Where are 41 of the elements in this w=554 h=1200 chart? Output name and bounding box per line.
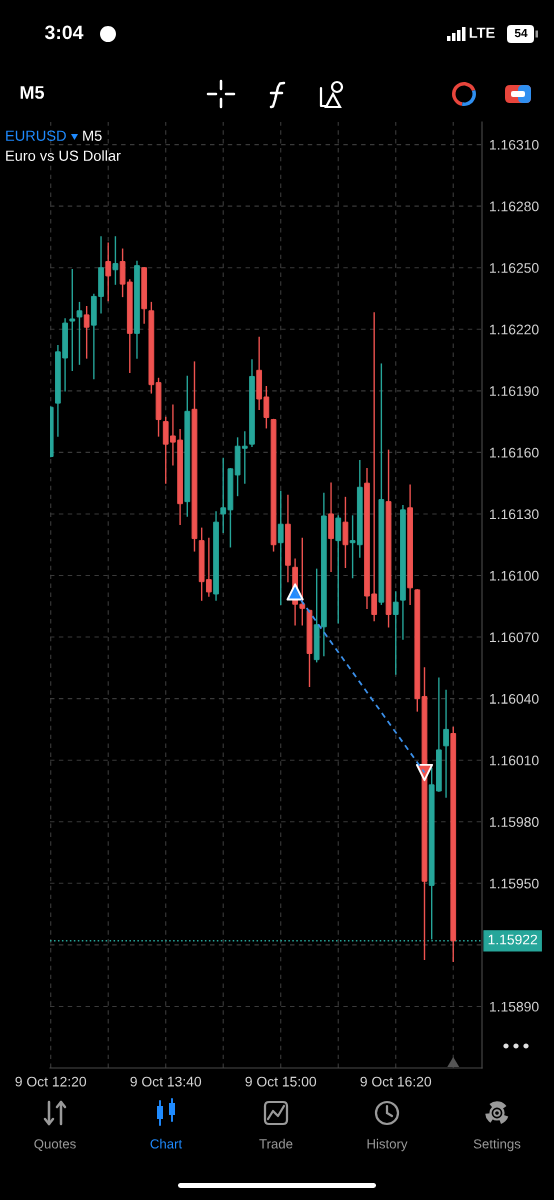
candlestick [69, 269, 76, 371]
text: Quotes [34, 1139, 76, 1151]
y-tick-label: 1.15890 [490, 1001, 539, 1012]
y-tick-label: 1.16100 [490, 570, 539, 581]
candlestick [342, 496, 349, 568]
text: Euro vs US Dollar [6, 150, 121, 161]
candlestick [105, 242, 112, 302]
y-tick-label: 1.16130 [490, 509, 539, 520]
candlestick [277, 490, 284, 605]
text: 3:04 [44, 25, 84, 40]
text: Settings [473, 1138, 521, 1152]
ref-line-label: 1.15922 [488, 934, 538, 945]
annotation: M5 [83, 130, 102, 141]
y-tick-label: 1.15950 [490, 878, 539, 889]
candlestick [392, 591, 399, 675]
candlestick [83, 305, 90, 359]
text: History [367, 1138, 408, 1152]
text: M5 [20, 86, 45, 99]
y-tick-label: 1.16310 [490, 139, 539, 150]
text: 54 [514, 28, 528, 38]
y-tick-label: 1.16160 [490, 447, 539, 458]
x-tick-label: 9 Oct 15:00 [245, 1076, 317, 1087]
candlestick [443, 689, 449, 798]
y-tick-label: 1.15980 [490, 817, 539, 827]
candlestick [112, 236, 119, 285]
y-tick-label: 1.16070 [490, 632, 539, 643]
x-tick-label: 9 Oct 16:20 [360, 1076, 432, 1087]
chart-title: EURUSD [6, 130, 66, 141]
x-tick-label: 9 Oct 12:20 [15, 1076, 87, 1087]
y-tick-label: 1.16190 [490, 386, 539, 396]
text: Chart [150, 1138, 183, 1149]
y-tick-label: 1.16280 [490, 201, 539, 212]
candlestick [76, 301, 83, 365]
y-tick-label: 1.16220 [490, 324, 539, 335]
y-tick-label: 1.16010 [490, 755, 539, 766]
x-tick-label: 9 Oct 13:40 [130, 1076, 202, 1087]
y-tick-label: 1.16040 [490, 693, 539, 704]
y-tick-label: 1.16250 [490, 263, 539, 273]
text: LTE [469, 27, 495, 38]
candlestick [335, 515, 342, 624]
text: Trade [259, 1138, 293, 1149]
